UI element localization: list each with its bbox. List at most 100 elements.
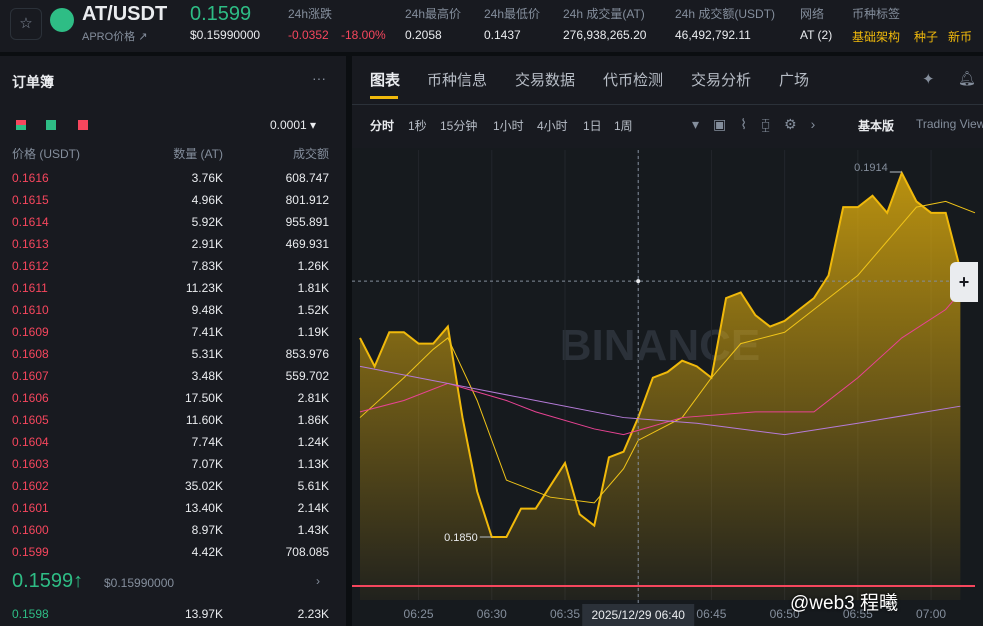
book-cell: 7.07K [191, 457, 223, 471]
book-title: 订单簿 [12, 74, 54, 90]
stat-label: 24h最低价 [484, 7, 541, 21]
tab[interactable]: 币种信息 [427, 72, 488, 89]
annotation-label: 0.1914 [854, 162, 888, 174]
precision[interactable]: 0.0001 ▾ [270, 118, 317, 132]
tab[interactable]: 交易分析 [691, 72, 752, 89]
book-cell: 2.14K [297, 501, 329, 515]
book-cell: 17.50K [184, 391, 223, 405]
tab[interactable]: 广场 [779, 72, 810, 89]
view-bids[interactable] [46, 120, 56, 130]
stat-label: 网络 [800, 7, 825, 21]
stat-extra: -18.00% [341, 28, 386, 42]
book-price: 0.1604 [12, 435, 49, 449]
x-tick-label: 06:25 [404, 607, 434, 621]
book-cell: 2.81K [297, 391, 329, 405]
tag[interactable]: 新币 [948, 30, 973, 44]
bell-icon[interactable]: 🔔︎ [958, 70, 976, 86]
interval[interactable]: 1周 [614, 119, 633, 133]
stat-value: AT (2) [800, 28, 833, 42]
book-price: 0.1605 [12, 413, 49, 427]
book-cell: 3.48K [191, 369, 223, 383]
symbol: AT/USDT [82, 3, 168, 25]
book-price: 0.1601 [12, 501, 49, 515]
book-cell: 4.42K [191, 545, 223, 559]
interval[interactable]: 分时 [370, 119, 395, 133]
book-price: 0.1603 [12, 457, 49, 471]
book-price: 0.1609 [12, 325, 49, 339]
book-cell: 1.52K [297, 303, 329, 317]
tag[interactable]: 基础架构 [852, 30, 901, 44]
interval[interactable]: 15分钟 [440, 119, 478, 133]
tag[interactable]: 种子 [914, 30, 939, 44]
book-price: 0.1602 [12, 479, 49, 493]
book-cell: 35.02K [184, 479, 223, 493]
x-tick-label: 06:50 [770, 607, 800, 621]
book-cell: 1.26K [297, 259, 329, 273]
tab[interactable]: 代币检测 [603, 72, 664, 89]
book-price: 0.1614 [12, 215, 49, 229]
stat-value: 0.2058 [405, 28, 442, 42]
order-book: 订单簿 ··· 0.0001 ▾ 价格 (USDT) 数量 (AT) 成交额 0.16… [0, 56, 346, 626]
stat-value: 276,938,265.20 [563, 28, 647, 42]
book-cell: 3.76K [191, 171, 223, 185]
tab-underline [370, 96, 398, 99]
x-tick-label: 06:35 [550, 607, 580, 621]
book-price: 0.1607 [12, 369, 49, 383]
book-cell: 1.13K [297, 457, 329, 471]
book-cell: 559.702 [285, 369, 329, 383]
crosshair-box [582, 604, 695, 626]
book-cell: 7.41K [191, 325, 223, 339]
book-cell: 4.96K [191, 193, 223, 207]
ma-line [359, 365, 961, 436]
book-cell: 1.24K [297, 435, 329, 449]
interval[interactable]: 1日 [583, 119, 602, 133]
x-tick-label: 06:45 [696, 607, 726, 621]
last-price: 0.1599 [190, 3, 252, 25]
book-cell: 5.92K [191, 215, 223, 229]
stat-value: 46,492,792.11 [675, 28, 751, 42]
tab[interactable]: 图表 [370, 72, 401, 89]
tool-icons[interactable]: ▾▣⌇⧮⚙› [692, 116, 830, 132]
mid-arrow[interactable]: › [316, 574, 320, 588]
book-cell: 11.23K [185, 281, 223, 295]
ma-line [359, 292, 961, 436]
add-button[interactable]: + [950, 262, 978, 302]
interval[interactable]: 1秒 [408, 119, 427, 133]
crosshair-label: 2025/12/29 06:40 [592, 608, 686, 622]
book-price: 0.1608 [12, 347, 49, 361]
book-price: 0.1616 [12, 171, 49, 185]
annotation-label: 0.1850 [444, 532, 478, 544]
book-cell: 1.81K [297, 281, 329, 295]
stat-label: 24h 成交额(USDT) [675, 7, 776, 21]
stat-label: 24h 成交量(AT) [563, 7, 645, 21]
view-asks[interactable] [78, 120, 88, 130]
book-cell: 9.48K [191, 303, 223, 317]
book-cell: 1.43K [297, 523, 329, 537]
book-cell: 8.97K [191, 523, 223, 537]
book-price: 0.1600 [12, 523, 49, 537]
mode[interactable]: 基本版 [858, 119, 895, 133]
book-cell: 853.976 [285, 347, 329, 361]
crosshair-dot [636, 279, 641, 284]
chart: BINANCE 06:2506:3006:3506:4006:4506:5006… [352, 148, 983, 626]
book-cell: 2.91K [191, 237, 223, 251]
interval[interactable]: 4小时 [537, 119, 568, 133]
mid-usd: $0.15990000 [104, 576, 175, 590]
ai-icon[interactable]: ✦ [922, 71, 935, 88]
book-cell: 1.19K [297, 325, 329, 339]
mode[interactable]: Trading View [916, 117, 983, 131]
coin-logo [50, 8, 74, 32]
favorite-button[interactable]: ☆ [10, 8, 42, 40]
view-both[interactable] [16, 120, 26, 130]
column-header: 价格 (USDT) [12, 147, 80, 161]
tags-label: 币种标签 [852, 7, 901, 21]
interval[interactable]: 1小时 [493, 119, 524, 133]
book-cell: 955.891 [285, 215, 329, 229]
mid-price: 0.1599↑ [12, 570, 84, 592]
header: ☆ AT/USDT APRO价格 ↗ 0.1599 $0.15990000 币种… [0, 0, 983, 52]
book-cell: 2.23K [297, 607, 329, 621]
more-button[interactable]: ··· [312, 70, 326, 86]
tab[interactable]: 交易数据 [515, 72, 576, 89]
book-cell: 13.40K [184, 501, 223, 515]
book-cell: 7.74K [191, 435, 223, 449]
